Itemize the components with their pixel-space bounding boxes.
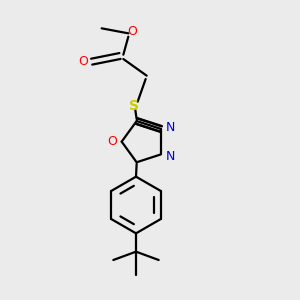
Text: N: N xyxy=(166,121,176,134)
Text: N: N xyxy=(166,150,176,163)
Text: O: O xyxy=(78,55,88,68)
Text: O: O xyxy=(128,25,138,38)
Text: O: O xyxy=(107,135,117,148)
Text: S: S xyxy=(129,99,139,113)
